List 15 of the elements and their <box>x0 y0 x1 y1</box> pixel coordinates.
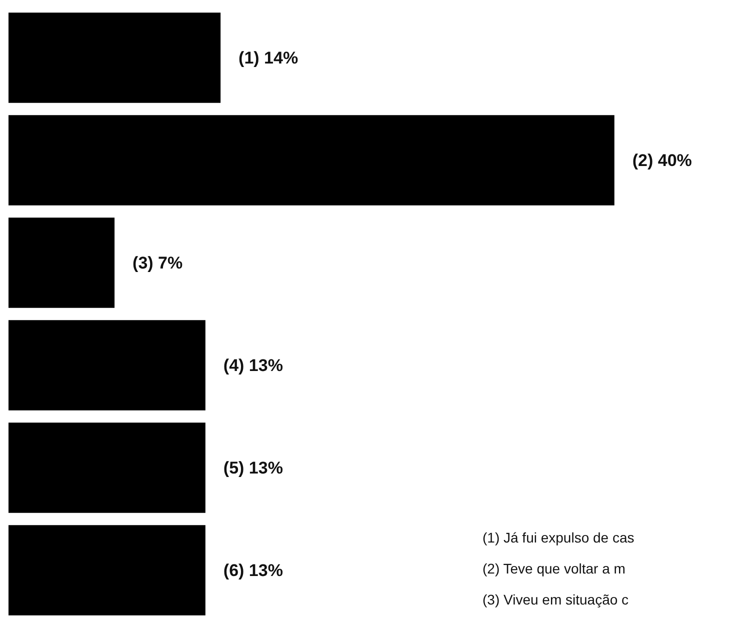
annotation: (2) Teve que voltar a m <box>482 560 626 576</box>
bar <box>8 115 614 206</box>
bar <box>8 422 206 513</box>
bar <box>8 218 115 308</box>
bar <box>8 525 206 616</box>
bar <box>8 12 221 103</box>
data-label: (6) 13% <box>223 560 283 580</box>
data-label: (4) 13% <box>223 356 283 375</box>
bar <box>8 320 206 410</box>
annotation: (1) Já fui expulso de cas <box>482 530 634 546</box>
annotation: (3) Viveu em situação c <box>482 592 629 608</box>
data-label: (3) 7% <box>132 253 183 272</box>
data-label: (1) 14% <box>238 48 298 68</box>
data-label: (2) 40% <box>632 150 692 170</box>
data-label: (5) 13% <box>223 458 283 478</box>
